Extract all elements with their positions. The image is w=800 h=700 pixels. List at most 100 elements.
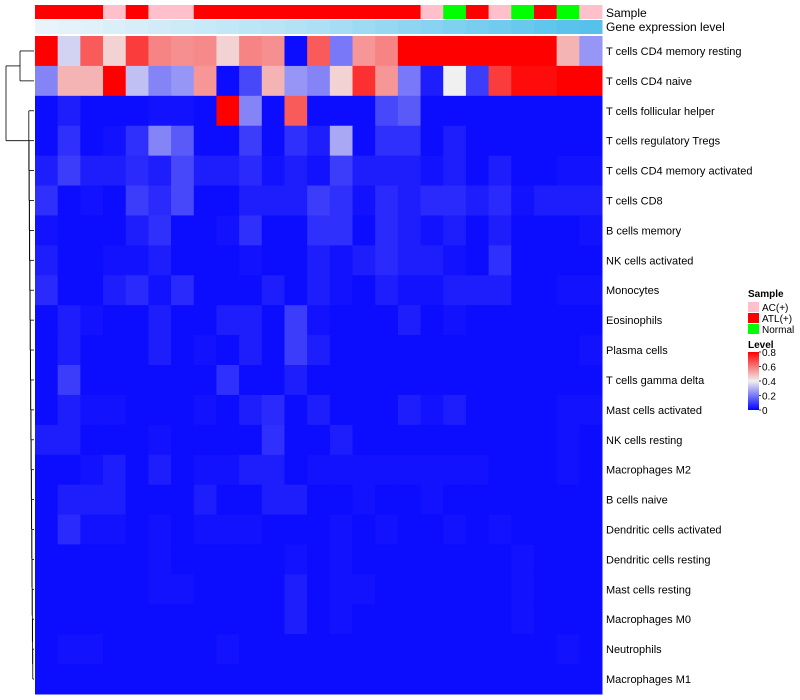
- heatmap-cell: [125, 484, 149, 516]
- heatmap-cell: [352, 394, 376, 426]
- heatmap-cell: [488, 125, 512, 157]
- heatmap-cell: [103, 245, 127, 276]
- heatmap-cell: [465, 664, 490, 695]
- heatmap-cell: [125, 275, 149, 306]
- heatmap-cell: [35, 275, 59, 306]
- heatmap-cell: [397, 484, 422, 516]
- heatmap-cell: [556, 125, 580, 157]
- heatmap-cell: [171, 574, 195, 605]
- row-label: T cells CD8: [606, 196, 663, 208]
- heatmap-cell: [57, 394, 81, 426]
- expression-anno-cell: [57, 20, 81, 34]
- expression-anno-cell: [193, 20, 217, 34]
- heatmap-cell: [103, 544, 127, 575]
- heatmap-cell: [533, 215, 558, 246]
- heatmap-cell: [443, 664, 467, 695]
- heatmap-cell: [352, 634, 376, 665]
- heatmap-cell: [284, 514, 308, 545]
- heatmap-cell: [171, 275, 195, 306]
- heatmap-cell: [352, 514, 376, 545]
- heatmap-cell: [125, 185, 149, 216]
- heatmap-cell: [148, 36, 172, 67]
- heatmap-cell: [443, 484, 467, 516]
- heatmap-cell: [579, 36, 603, 67]
- heatmap-cell: [397, 125, 422, 157]
- heatmap-cell: [284, 484, 308, 516]
- heatmap-cell: [375, 185, 399, 216]
- heatmap-cell: [397, 664, 422, 695]
- heatmap-cell: [35, 634, 59, 665]
- heatmap-cell: [397, 245, 422, 276]
- heatmap-cell: [375, 275, 399, 306]
- heatmap-cell: [239, 424, 263, 456]
- expression-anno-cell: [488, 20, 512, 34]
- heatmap-cell: [148, 484, 172, 516]
- heatmap-cell: [307, 245, 331, 276]
- heatmap-cell: [284, 65, 308, 97]
- heatmap-cell: [465, 275, 490, 306]
- heatmap-cell: [239, 155, 263, 187]
- sample-anno-cell: [148, 5, 172, 19]
- heatmap-cell: [488, 275, 512, 306]
- heatmap-cell: [420, 36, 444, 67]
- heatmap-cell: [420, 394, 444, 426]
- heatmap-cell: [261, 454, 285, 486]
- heatmap-cell: [171, 305, 195, 336]
- heatmap-cell: [239, 365, 263, 396]
- heatmap-cell: [533, 36, 558, 67]
- heatmap-cell: [80, 424, 104, 456]
- heatmap-cell: [148, 424, 172, 456]
- heatmap-cell: [35, 95, 59, 127]
- row-label: B cells memory: [606, 225, 682, 237]
- expression-annotation-bar: [35, 20, 603, 34]
- expression-anno-cell: [239, 20, 263, 34]
- heatmap-cell: [579, 215, 603, 246]
- heatmap-cell: [375, 544, 399, 575]
- heatmap-cell: [216, 664, 240, 695]
- sample-anno-cell: [193, 5, 217, 19]
- heatmap-cell: [239, 36, 263, 67]
- heatmap-cell: [511, 365, 535, 396]
- heatmap-cell: [375, 95, 399, 127]
- heatmap-cell: [307, 275, 331, 306]
- expression-anno-cell: [465, 20, 490, 34]
- heatmap-cell: [511, 275, 535, 306]
- heatmap-cell: [148, 155, 172, 187]
- heatmap-cell: [488, 36, 512, 67]
- heatmap-cell: [579, 604, 603, 635]
- heatmap-cell: [579, 335, 603, 366]
- legend-sample-entries: AC(+)ATL(+)Normal: [748, 302, 794, 336]
- heatmap-cell: [80, 36, 104, 67]
- heatmap-cell: [193, 664, 217, 695]
- heatmap-cell: [443, 95, 467, 127]
- heatmap-cell: [261, 544, 285, 575]
- heatmap-cell: [35, 574, 59, 605]
- heatmap-cell: [465, 185, 490, 216]
- heatmap-cell: [420, 484, 444, 516]
- legend-label: ATL(+): [762, 314, 792, 325]
- heatmap-cell: [375, 604, 399, 635]
- heatmap-cell: [193, 125, 217, 157]
- heatmap-cell: [443, 335, 467, 366]
- heatmap-cell: [284, 365, 308, 396]
- heatmap-cell: [465, 365, 490, 396]
- heatmap-cell: [261, 664, 285, 695]
- heatmap-cell: [307, 36, 331, 67]
- legend: Sample AC(+)ATL(+)Normal Level 0.8 0.6 0.4…: [748, 289, 794, 417]
- heatmap-cell: [148, 275, 172, 306]
- heatmap-cell: [307, 544, 331, 575]
- heatmap-cell: [284, 245, 308, 276]
- heatmap-cell: [352, 185, 376, 216]
- heatmap-cell: [284, 95, 308, 127]
- expression-anno-cell: [216, 20, 240, 34]
- heatmap-cell: [35, 305, 59, 336]
- legend-swatch: [748, 302, 759, 312]
- heatmap-cell: [171, 365, 195, 396]
- heatmap-cell: [307, 514, 331, 545]
- legend-tick-label: 0: [762, 406, 768, 417]
- heatmap-cell: [148, 394, 172, 426]
- heatmap-cell: [375, 215, 399, 246]
- heatmap-cell: [103, 484, 127, 516]
- heatmap-cell: [171, 36, 195, 67]
- heatmap-cell: [352, 574, 376, 605]
